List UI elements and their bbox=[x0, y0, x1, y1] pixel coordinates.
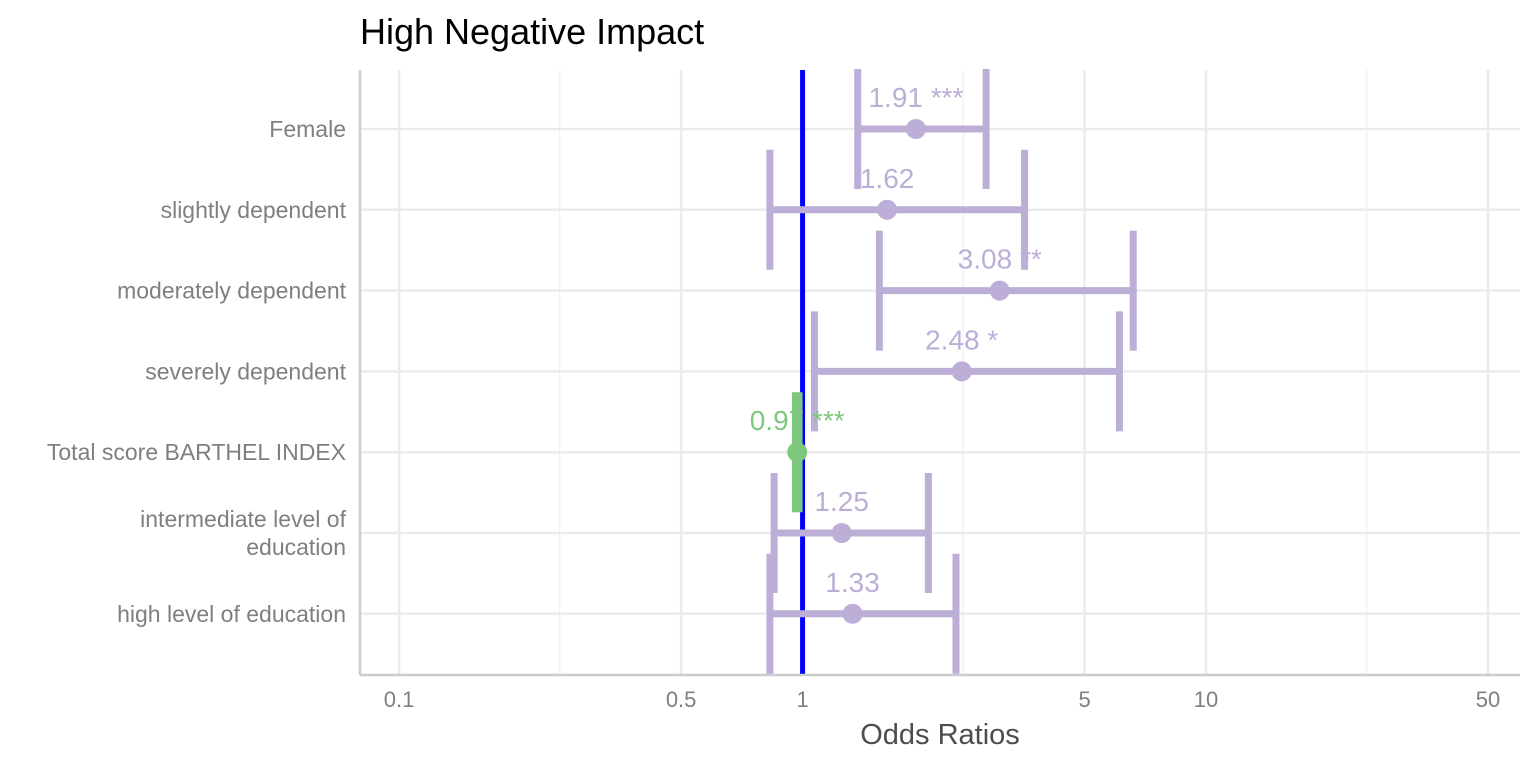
term-label: Female bbox=[269, 116, 346, 142]
x-tick-label: 0.5 bbox=[666, 687, 697, 712]
estimate-label: 1.25 bbox=[814, 486, 869, 517]
term-estimate: 3.08 ** bbox=[875, 230, 1137, 351]
estimate-label: 0.97 *** bbox=[750, 405, 845, 436]
x-tick-label: 10 bbox=[1194, 687, 1218, 712]
term-label-line: high level of education bbox=[117, 601, 346, 627]
x-tick-label: 0.1 bbox=[384, 687, 415, 712]
x-tick-label: 5 bbox=[1078, 687, 1090, 712]
term-label-line: severely dependent bbox=[145, 358, 346, 384]
term-label-line: Female bbox=[269, 116, 346, 142]
estimate-point bbox=[787, 442, 808, 463]
term-label: slightly dependent bbox=[161, 197, 347, 223]
term-estimate: 1.25 bbox=[770, 473, 932, 593]
term-estimate: 0.97 *** bbox=[750, 392, 845, 513]
axes bbox=[358, 70, 1520, 677]
chart-title: High Negative Impact bbox=[360, 11, 704, 52]
term-estimate: 2.48 * bbox=[810, 311, 1123, 432]
term-label-line: moderately dependent bbox=[117, 278, 346, 304]
estimate-point bbox=[951, 361, 972, 382]
term-estimate: 1.91 *** bbox=[854, 69, 990, 189]
term-estimate: 1.33 bbox=[766, 553, 960, 674]
term-label: Total score BARTHEL INDEX bbox=[47, 439, 346, 465]
term-label-line: Total score BARTHEL INDEX bbox=[47, 439, 346, 465]
estimate-point bbox=[877, 199, 898, 220]
term-label: high level of education bbox=[117, 601, 346, 627]
estimate-label: 1.62 bbox=[860, 163, 915, 194]
term-estimate: 1.62 bbox=[766, 149, 1029, 270]
estimates: 1.91 *** 1.62 3.08 ** 2.48 * 0.97 *** 1.25 1.3… bbox=[750, 69, 1137, 674]
estimate-label: 1.33 bbox=[825, 567, 880, 598]
estimate-label: 2.48 * bbox=[925, 324, 998, 355]
term-label-line: intermediate level of bbox=[140, 506, 346, 532]
term-label: severely dependent bbox=[145, 358, 346, 384]
estimate-label: 1.91 *** bbox=[868, 82, 963, 113]
estimate-point bbox=[989, 280, 1010, 301]
term-label-line: slightly dependent bbox=[161, 197, 347, 223]
term-label: moderately dependent bbox=[117, 278, 346, 304]
estimate-label: 3.08 ** bbox=[958, 244, 1042, 275]
x-tick-labels: 0.1 0.5 1 5 10 50 bbox=[384, 687, 1500, 712]
estimate-point bbox=[831, 523, 852, 543]
estimate-point bbox=[842, 603, 863, 624]
term-label: intermediate level of education bbox=[140, 506, 346, 560]
x-tick-label: 50 bbox=[1476, 687, 1500, 712]
x-tick-label: 1 bbox=[796, 687, 808, 712]
estimate-point bbox=[905, 119, 926, 139]
term-labels: Female slightly dependent moderately depen… bbox=[47, 116, 347, 627]
x-axis-title: Odds Ratios bbox=[860, 719, 1020, 751]
term-label-line: education bbox=[246, 534, 346, 560]
